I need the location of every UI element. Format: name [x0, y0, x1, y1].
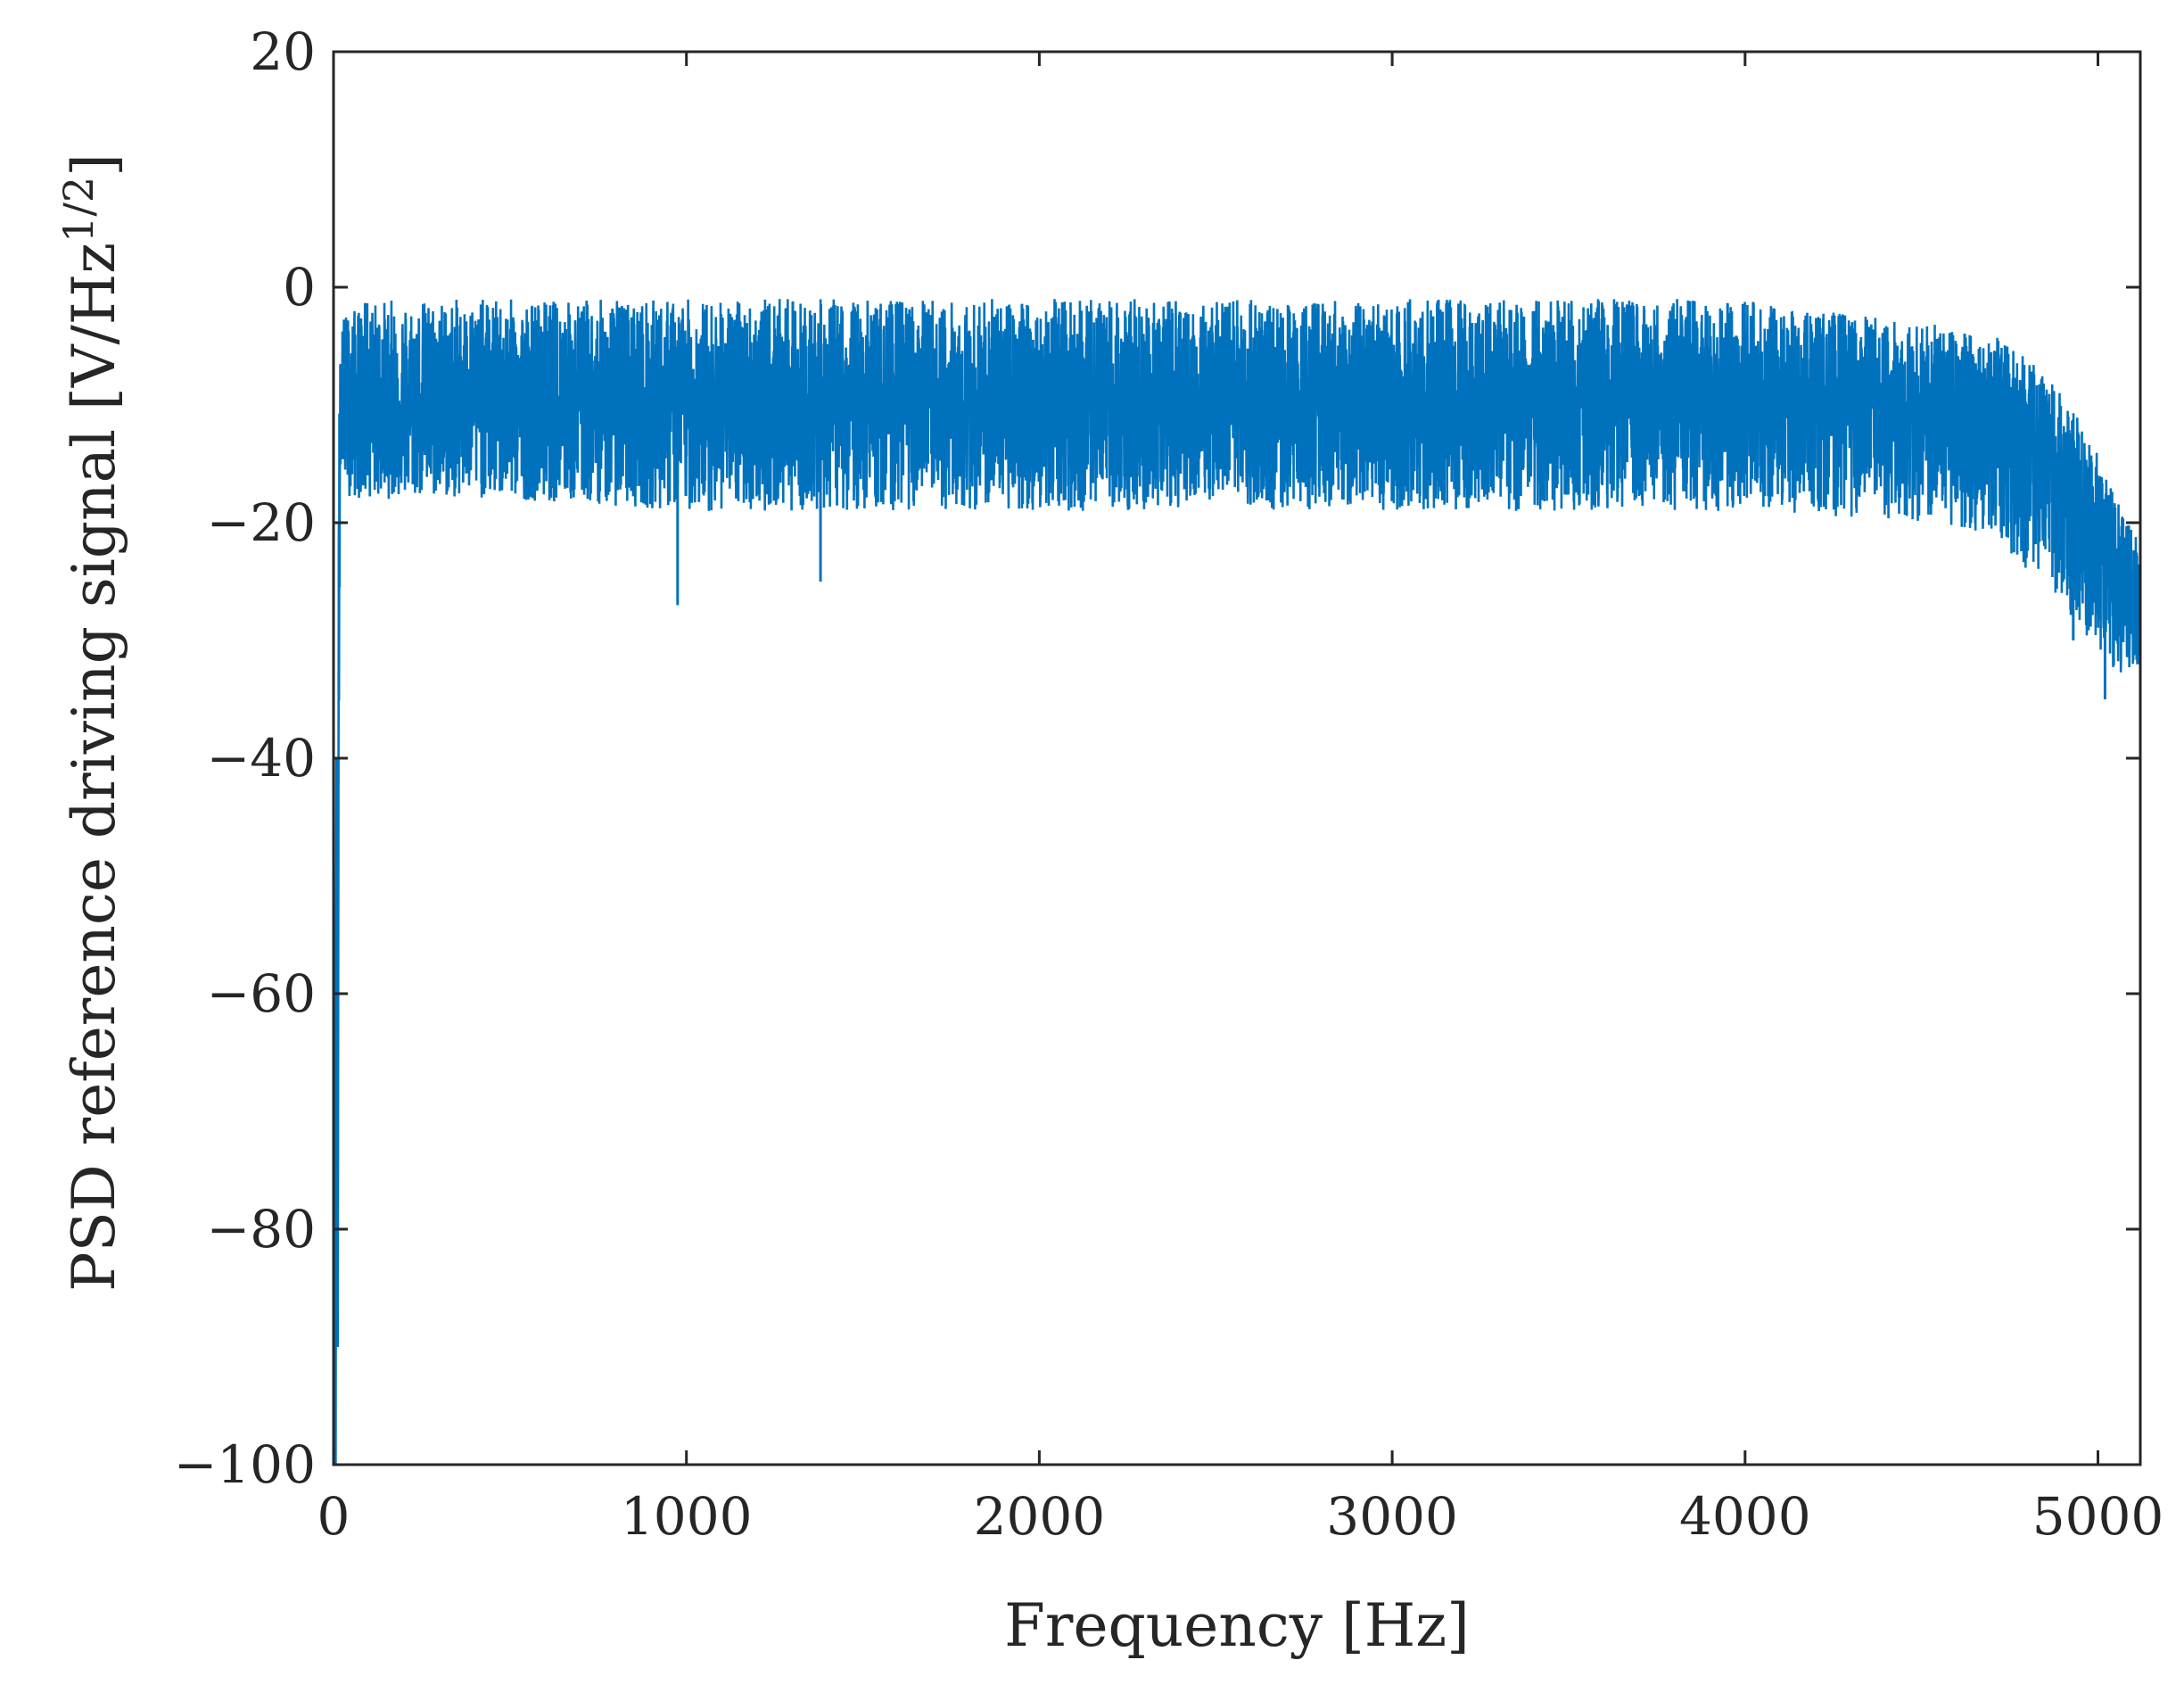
- y-axis-label-end: ]: [60, 153, 128, 177]
- y-tick-label: −20: [207, 492, 316, 553]
- y-axis: −100 −80 −60 −40 −20 0 20: [174, 21, 2140, 1495]
- x-tick-label: 4000: [1679, 1486, 1811, 1547]
- x-tick-label: 5000: [2032, 1486, 2164, 1547]
- x-tick-label: 3000: [1326, 1486, 1458, 1547]
- y-tick-label: −40: [207, 728, 316, 789]
- x-tick-label: 2000: [974, 1486, 1106, 1547]
- x-tick-label: 1000: [621, 1486, 753, 1547]
- x-tick-label: 0: [317, 1486, 350, 1547]
- x-axis-label: Frequency [Hz]: [1004, 1591, 1470, 1660]
- y-tick-label: −80: [207, 1199, 316, 1259]
- series-psd-band: [334, 299, 2140, 1465]
- x-axis: 0 1000 2000 3000 4000 5000: [317, 52, 2164, 1547]
- y-tick-label: 20: [250, 21, 316, 82]
- y-axis-label-main: PSD reference driving signal [V/Hz: [60, 243, 128, 1292]
- axes-box: [332, 50, 2142, 1466]
- y-tick-label: −60: [207, 963, 316, 1024]
- plot-area: [334, 299, 2140, 1465]
- y-axis-label-superscript: 1/2: [54, 177, 103, 243]
- y-tick-label: −100: [174, 1434, 316, 1495]
- y-axis-label: PSD reference driving signal [V/Hz1/2]: [54, 153, 128, 1292]
- y-tick-label: 0: [283, 257, 316, 318]
